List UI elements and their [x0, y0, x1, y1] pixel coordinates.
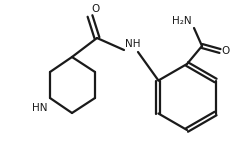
Text: O: O — [221, 46, 229, 56]
Text: HN: HN — [32, 103, 47, 113]
Text: NH: NH — [125, 39, 141, 49]
Text: O: O — [91, 4, 99, 14]
Text: H₂N: H₂N — [172, 16, 192, 26]
